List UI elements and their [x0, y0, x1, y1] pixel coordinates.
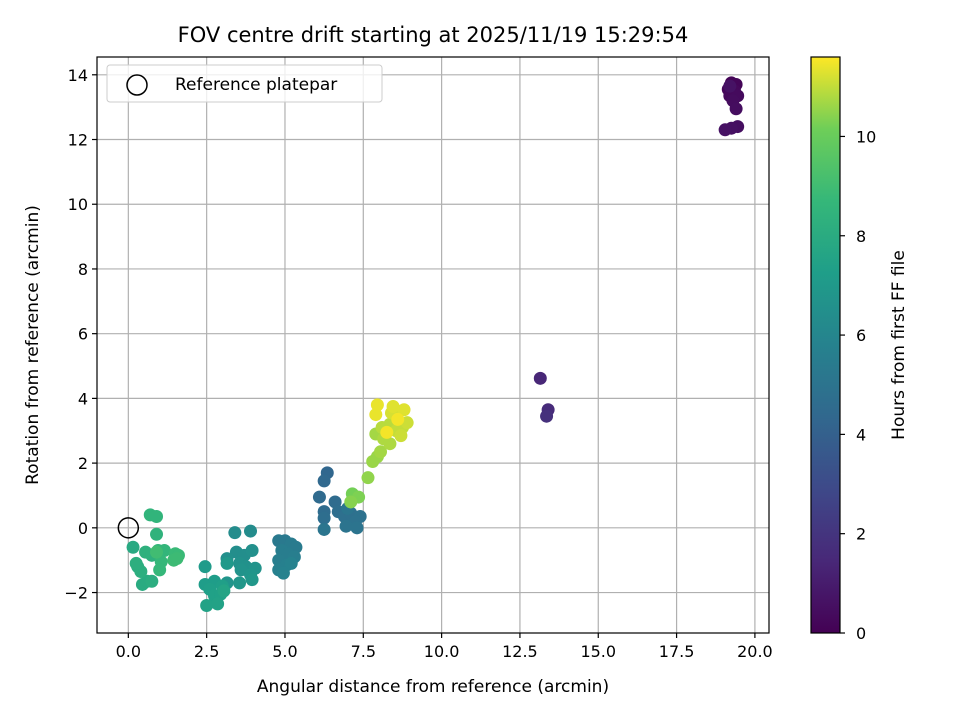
legend-entry-label: Reference platepar: [175, 75, 337, 95]
x-tick-label: 5.0: [272, 642, 297, 661]
data-point: [374, 445, 388, 459]
plot-frame: [96, 56, 770, 634]
colorbar-label: Hours from first FF file: [889, 250, 909, 440]
data-point: [344, 495, 358, 509]
y-tick-label: 14: [68, 66, 88, 85]
data-point: [317, 511, 331, 525]
x-axis-label: Angular distance from reference (arcmin): [257, 677, 609, 697]
x-tick-label: 17.5: [659, 642, 695, 661]
data-point: [126, 540, 140, 554]
data-point: [339, 519, 353, 533]
y-tick-label: 0: [78, 519, 88, 538]
data-point: [369, 408, 383, 422]
data-point: [217, 584, 231, 598]
data-point: [317, 522, 331, 536]
y-tick-label: 12: [68, 131, 88, 150]
data-point: [729, 102, 743, 116]
data-point: [170, 552, 184, 566]
data-point: [394, 429, 408, 443]
data-point: [350, 521, 364, 535]
data-point: [317, 474, 331, 488]
data-point: [533, 371, 547, 385]
data-point: [220, 556, 234, 570]
data-point: [383, 437, 397, 451]
data-point: [198, 560, 212, 574]
data-point: [228, 526, 242, 540]
x-tick-label: 10.0: [424, 642, 460, 661]
y-axis-label: Rotation from reference (arcmin): [23, 205, 43, 485]
data-point: [145, 574, 159, 588]
chart-title: FOV centre drift starting at 2025/11/19 …: [178, 23, 689, 47]
x-tick-label: 2.5: [194, 642, 219, 661]
data-point: [150, 527, 164, 541]
y-tick-label: 10: [68, 195, 88, 214]
colorbar-tick-label: 4: [856, 425, 866, 444]
legend: Reference platepar: [106, 64, 383, 103]
legend-reference-marker-icon: [126, 74, 148, 96]
data-point: [276, 566, 290, 580]
y-axis-ticks: −2 0 2 4 6 8 10 12 14: [64, 66, 97, 603]
colorbar-tick-label: 10: [856, 127, 876, 146]
y-tick-label: 8: [78, 260, 88, 279]
data-point: [540, 409, 554, 423]
x-axis-ticks: 0.0 2.5 5.0 7.5 10.0 12.5 15.0 17.5 20.0: [116, 633, 773, 661]
colorbar-gradient: [811, 57, 840, 633]
grid: [97, 57, 769, 633]
data-point: [129, 556, 143, 570]
x-tick-label: 15.0: [580, 642, 616, 661]
colorbar-tick-label: 6: [856, 326, 866, 345]
data-point: [244, 524, 258, 538]
scatter-points: [126, 76, 745, 612]
data-point: [723, 79, 737, 93]
data-point: [245, 573, 259, 587]
colorbar-tick-label: 8: [856, 227, 866, 246]
data-point: [150, 545, 164, 559]
colorbar-tick-label: 0: [856, 624, 866, 643]
data-point: [361, 471, 375, 485]
data-point: [284, 556, 298, 570]
y-tick-label: 6: [78, 325, 88, 344]
data-point: [150, 510, 164, 524]
data-point: [380, 425, 394, 439]
y-tick-label: 2: [78, 454, 88, 473]
x-tick-label: 0.0: [116, 642, 141, 661]
x-tick-label: 12.5: [502, 642, 538, 661]
colorbar-tick-label: 2: [856, 525, 866, 544]
data-point: [391, 412, 405, 426]
reference-marker-layer: [117, 517, 140, 539]
data-point: [233, 576, 247, 590]
data-point: [153, 563, 167, 577]
data-point: [370, 398, 384, 412]
colorbar-frame: [810, 56, 841, 634]
x-tick-label: 20.0: [737, 642, 773, 661]
y-tick-label: −2: [64, 584, 88, 603]
data-point: [386, 399, 400, 413]
data-point: [245, 543, 259, 557]
reference-platepar-marker: [117, 517, 140, 539]
legend-box: [106, 64, 383, 103]
data-point: [718, 123, 732, 137]
data-point: [397, 403, 411, 417]
colorbar-ticks: 0 2 4 6 8 10: [840, 127, 876, 643]
data-point: [200, 598, 214, 612]
data-point: [211, 597, 225, 611]
x-tick-label: 7.5: [351, 642, 376, 661]
y-tick-label: 4: [78, 389, 88, 408]
data-point: [312, 490, 326, 504]
